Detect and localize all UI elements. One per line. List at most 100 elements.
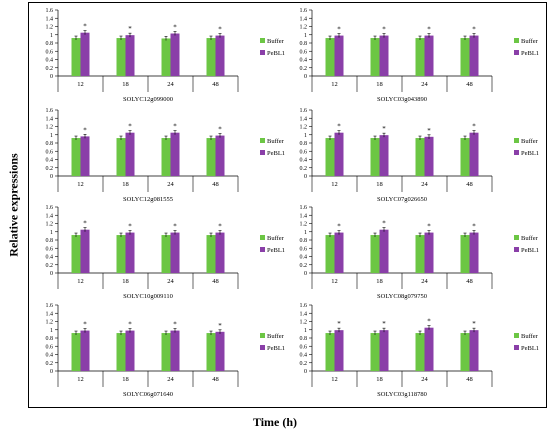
legend-label: PeBL1 xyxy=(267,50,285,57)
bar xyxy=(116,235,126,273)
bar xyxy=(71,235,81,273)
y-tick-label: 0.6 xyxy=(46,149,54,155)
y-tick-label: 0.6 xyxy=(300,149,308,155)
y-tick-label: 1 xyxy=(50,33,53,39)
legend-swatch xyxy=(514,50,519,55)
y-tick-label: 0 xyxy=(304,74,307,80)
y-tick-label: 0.4 xyxy=(300,158,308,164)
legend-swatch xyxy=(260,38,265,43)
bar xyxy=(206,235,216,273)
significance-marker: * xyxy=(337,223,341,231)
y-tick-label: 1 xyxy=(50,133,53,139)
x-tick-label: 48 xyxy=(212,278,219,285)
significance-marker: * xyxy=(173,24,177,32)
y-tick-label: 0 xyxy=(304,369,307,375)
y-tick-label: 0.2 xyxy=(300,263,308,269)
y-tick-label: 0 xyxy=(50,369,53,375)
significance-marker: * xyxy=(128,25,132,33)
significance-marker: * xyxy=(472,123,476,131)
bar xyxy=(415,138,425,176)
y-tick-label: 0.8 xyxy=(300,238,308,244)
y-tick-label: 1.6 xyxy=(300,108,308,114)
legend-label: PeBL1 xyxy=(521,150,539,157)
y-tick-label: 0.4 xyxy=(300,255,308,261)
significance-marker: * xyxy=(173,321,177,329)
bar xyxy=(460,235,470,273)
bar xyxy=(325,138,335,176)
bar xyxy=(424,136,434,176)
significance-marker: * xyxy=(472,320,476,328)
y-tick-label: 1.4 xyxy=(300,16,308,22)
y-tick-label: 1.4 xyxy=(300,116,308,122)
x-tick-label: 24 xyxy=(421,81,428,88)
legend-label: Buffer xyxy=(267,333,285,340)
y-tick-label: 0.8 xyxy=(300,336,308,342)
legend-label: PeBL1 xyxy=(267,345,285,352)
legend-label: Buffer xyxy=(521,38,539,45)
y-tick-label: 0.4 xyxy=(46,58,54,64)
bar xyxy=(215,232,225,273)
bar xyxy=(379,35,389,76)
bar xyxy=(415,235,425,273)
bar xyxy=(215,35,225,76)
bar xyxy=(325,235,335,273)
y-tick-label: 0.8 xyxy=(300,141,308,147)
bar xyxy=(125,132,135,176)
bar xyxy=(161,138,171,176)
y-tick-label: 1.4 xyxy=(46,213,54,219)
y-tick-label: 1.6 xyxy=(46,8,54,14)
x-tick-label: 12 xyxy=(77,81,84,88)
y-tick-label: 1 xyxy=(50,230,53,236)
x-tick-label: 18 xyxy=(376,376,383,383)
bar xyxy=(161,235,171,273)
y-tick-label: 0.2 xyxy=(300,166,308,172)
bar xyxy=(334,35,344,76)
bar xyxy=(469,330,479,371)
bar xyxy=(325,38,335,76)
panel-title: SOLYC10g009110 xyxy=(123,293,173,300)
legend-label: Buffer xyxy=(267,235,285,242)
significance-marker: * xyxy=(382,26,386,34)
y-tick-label: 0.8 xyxy=(300,41,308,47)
bar xyxy=(460,38,470,76)
bar xyxy=(379,229,389,273)
chart-panel: 0 0.2 0.4 0.6 0.8 1 1.2 1.4 1.6 12 * 18 * 24 * 48 * SOLYC… xyxy=(46,303,286,398)
chart-panel: 0 0.2 0.4 0.6 0.8 1 1.2 1.4 1.6 12 * 18 * 24 * 48 * SOLYC… xyxy=(46,108,286,203)
y-tick-label: 0.6 xyxy=(46,49,54,55)
y-tick-label: 1.2 xyxy=(300,222,308,228)
y-tick-label: 1.2 xyxy=(300,320,308,326)
x-tick-label: 48 xyxy=(212,81,219,88)
y-tick-label: 0.2 xyxy=(46,66,54,72)
significance-marker: * xyxy=(83,23,87,31)
legend-label: Buffer xyxy=(267,38,285,45)
legend-swatch xyxy=(514,333,519,338)
significance-marker: * xyxy=(218,26,222,34)
bar xyxy=(116,333,126,371)
x-tick-label: 24 xyxy=(421,181,428,188)
significance-marker: * xyxy=(382,125,386,133)
panel-title: SOLYC12g099000 xyxy=(123,96,173,103)
bar xyxy=(80,330,90,371)
y-tick-label: 1 xyxy=(304,230,307,236)
x-tick-label: 48 xyxy=(466,278,473,285)
bar xyxy=(370,333,380,371)
y-tick-label: 0.4 xyxy=(300,58,308,64)
bar xyxy=(424,327,434,371)
x-tick-label: 24 xyxy=(167,376,174,383)
x-axis-label: Time (h) xyxy=(252,415,298,429)
x-tick-label: 18 xyxy=(122,376,129,383)
x-tick-label: 24 xyxy=(167,81,174,88)
x-tick-label: 18 xyxy=(122,81,129,88)
bar xyxy=(215,135,225,176)
bar xyxy=(125,330,135,371)
significance-marker: * xyxy=(337,320,341,328)
y-tick-label: 0 xyxy=(304,271,307,277)
y-tick-label: 1.6 xyxy=(300,205,308,211)
legend-swatch xyxy=(260,235,265,240)
panel-title: SOLYC03g118780 xyxy=(377,391,427,398)
legend-label: PeBL1 xyxy=(521,345,539,352)
y-tick-label: 0.4 xyxy=(46,255,54,261)
bar xyxy=(424,35,434,76)
bar xyxy=(460,333,470,371)
x-tick-label: 18 xyxy=(122,278,129,285)
